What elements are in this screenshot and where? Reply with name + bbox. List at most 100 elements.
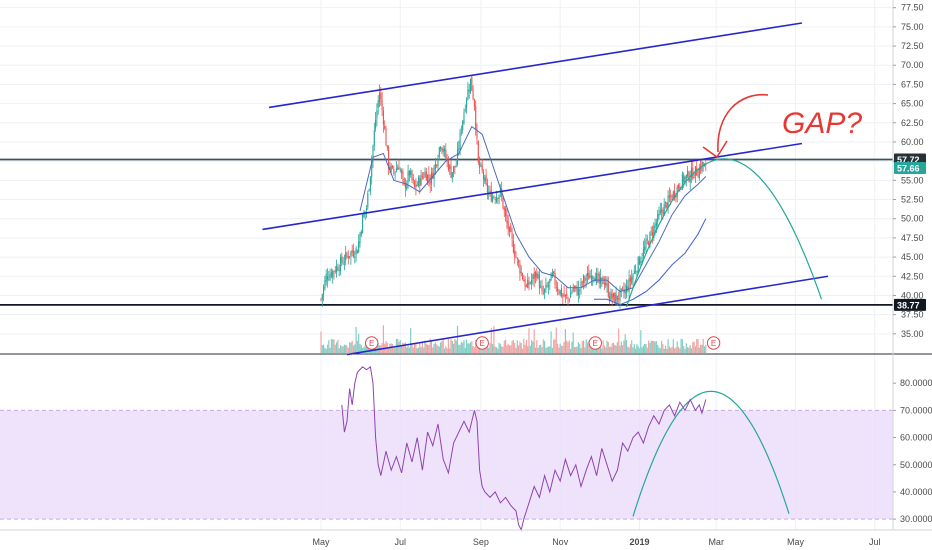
- volume-bar: [429, 338, 431, 353]
- earnings-marker-circle: [475, 336, 489, 350]
- candle-body: [554, 273, 556, 285]
- volume-bar: [326, 344, 329, 353]
- volume-bar: [642, 345, 644, 353]
- volume-bar: [499, 343, 501, 353]
- volume-bar: [648, 340, 650, 353]
- volume-bar: [689, 345, 691, 353]
- volume-bar: [354, 344, 356, 353]
- candle-body: [615, 294, 617, 305]
- volume-bar: [633, 344, 635, 353]
- candle-body: [350, 251, 352, 257]
- volume-bar: [420, 347, 422, 353]
- candle-body: [419, 178, 421, 186]
- earnings-marker-label: E: [711, 339, 716, 348]
- volume-bar: [367, 347, 369, 353]
- volume-bar: [562, 345, 564, 353]
- candle-body: [351, 249, 353, 253]
- volume-bar: [462, 342, 464, 353]
- earnings-marker[interactable]: E: [475, 336, 489, 350]
- volume-bar: [536, 340, 538, 353]
- candle-body: [479, 161, 481, 168]
- volume-bar: [476, 342, 478, 353]
- candlesticks: [320, 76, 707, 309]
- volume-bar: [654, 341, 656, 353]
- candle-body: [559, 290, 561, 295]
- volume-bar: [694, 346, 696, 353]
- volume-bar: [440, 342, 442, 353]
- volume-bar: [693, 341, 695, 353]
- candle-body: [629, 277, 631, 282]
- candle-body: [417, 177, 420, 186]
- volume-bar: [525, 339, 527, 353]
- volume-bar: [428, 344, 430, 353]
- volume-bar: [393, 347, 395, 353]
- horizontal-price-levels: [0, 158, 893, 306]
- candle-body: [525, 285, 527, 287]
- volume-bar: [341, 346, 343, 353]
- price-tick-label: 50.00: [901, 214, 924, 224]
- volume-bar: [497, 348, 499, 353]
- candle-body: [339, 257, 342, 272]
- candle-body: [356, 250, 358, 254]
- volume-bar: [421, 342, 423, 353]
- candle-body: [467, 89, 469, 100]
- volume-bar: [549, 346, 551, 353]
- candle-body: [635, 271, 637, 273]
- candle-body: [542, 292, 544, 294]
- candle-body: [503, 207, 505, 211]
- price-tick-label: 37.50: [901, 310, 924, 320]
- candle-body: [614, 292, 616, 304]
- volume-bar: [676, 341, 678, 353]
- volume-bar: [330, 338, 332, 353]
- candle-body: [536, 272, 538, 279]
- candle-body: [650, 230, 652, 232]
- candle-body: [553, 271, 555, 274]
- earnings-marker[interactable]: E: [706, 336, 721, 350]
- volume-bar: [558, 347, 560, 353]
- candle-body: [575, 285, 577, 287]
- volume-bar: [588, 341, 590, 353]
- candle-body: [341, 256, 343, 263]
- earnings-marker[interactable]: E: [365, 336, 379, 350]
- candle-body: [560, 288, 563, 297]
- price-tick-label: 45.00: [901, 252, 924, 262]
- volume-bar: [388, 347, 390, 353]
- candle-body: [323, 286, 325, 295]
- volume-bar: [560, 345, 563, 353]
- candle-body: [462, 120, 464, 131]
- volume-bar: [449, 348, 451, 353]
- candle-body: [527, 280, 529, 288]
- candle-body: [516, 258, 518, 259]
- time-tick-label: Sep: [473, 537, 489, 547]
- volume-bar: [425, 343, 427, 353]
- volume-bar: [401, 345, 403, 353]
- volume-bar: [616, 342, 618, 353]
- volume-bar: [450, 339, 452, 353]
- volume-bar: [328, 340, 330, 353]
- candle-body: [598, 273, 600, 284]
- candle-body: [702, 162, 704, 167]
- volume-bar: [502, 346, 504, 353]
- candle-body: [651, 232, 654, 236]
- candle-body: [624, 290, 626, 294]
- volume-bar: [398, 341, 400, 353]
- candle-body: [668, 195, 670, 198]
- candle-body: [528, 281, 530, 285]
- volume-bar: [321, 345, 323, 353]
- candle-body: [427, 175, 429, 183]
- volume-bar: [534, 347, 537, 353]
- candle-body: [380, 93, 382, 100]
- candle-body: [438, 147, 440, 157]
- earnings-marker[interactable]: E: [588, 336, 602, 350]
- candle-body: [425, 171, 427, 181]
- candle-body: [689, 178, 691, 182]
- candle-body: [601, 277, 603, 280]
- volume-bar: [605, 347, 607, 353]
- price-badge-bg: [894, 162, 926, 175]
- volume-bar: [506, 345, 508, 353]
- candle-body: [450, 165, 452, 178]
- volume-bar: [583, 340, 585, 353]
- candle-body: [345, 252, 347, 261]
- price-tick-label: 47.50: [901, 233, 924, 243]
